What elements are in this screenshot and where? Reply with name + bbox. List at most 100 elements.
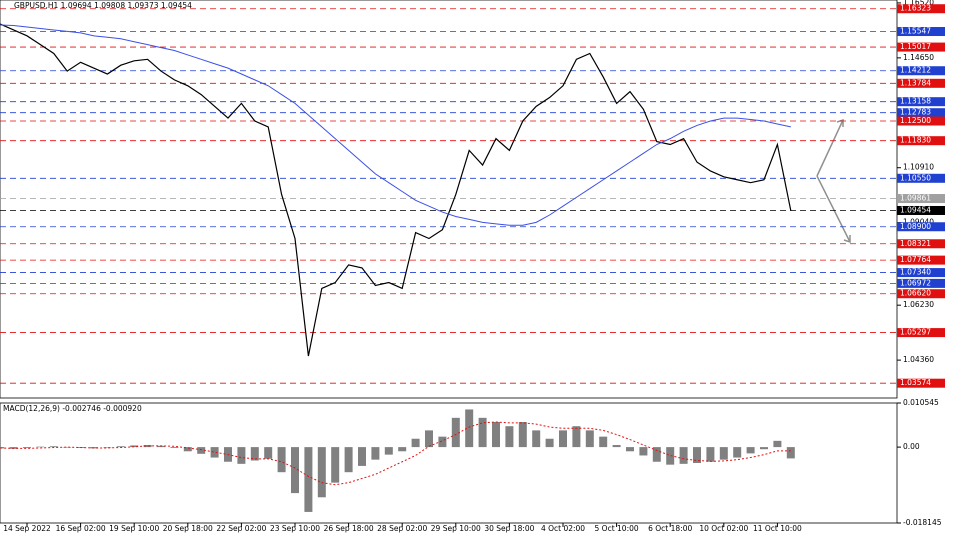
macd-bar [264, 447, 273, 459]
macd-bar [719, 447, 728, 460]
x-tick-label: 30 Sep 18:00 [484, 524, 534, 533]
macd-bar [559, 430, 567, 448]
level-label-box [897, 108, 945, 118]
macd-bar [250, 447, 259, 461]
price-line [0, 23, 792, 357]
macd-bar [143, 445, 152, 448]
macd-bar [599, 436, 608, 448]
x-tick-label: 14 Sep 2022 [3, 524, 51, 533]
level-label-box [897, 289, 945, 299]
macd-bar [612, 445, 621, 448]
x-tick-label: 20 Sep 18:00 [163, 524, 213, 533]
macd-bar [545, 438, 554, 448]
macd-bar [451, 417, 460, 448]
macd-bar [532, 430, 541, 448]
macd-bar [49, 446, 58, 448]
macd-bar [331, 447, 340, 483]
level-label: 1.07340 [900, 268, 931, 277]
macd-bar [116, 446, 125, 448]
macd-bar [572, 426, 581, 448]
macd-bar [786, 447, 795, 459]
macd-bar [237, 447, 246, 464]
macd-bar [411, 438, 420, 448]
x-tick-label: 6 Oct 18:00 [648, 524, 692, 533]
macd-bar [505, 426, 514, 448]
level-label: 1.10550 [900, 173, 931, 182]
macd-bar [746, 447, 755, 454]
moving-average [0, 24, 791, 226]
level-label-box [897, 136, 945, 146]
macd-bar [706, 447, 715, 462]
x-tick-label: 22 Sep 02:00 [216, 524, 266, 533]
level-label-box [897, 42, 945, 52]
macd-bar [344, 447, 353, 473]
level-label: 1.12500 [900, 116, 931, 125]
y-tick-label: 0.00 [903, 442, 920, 451]
level-label: 1.07764 [900, 255, 931, 264]
level-label: 1.08900 [900, 222, 931, 231]
level-label: 1.06972 [900, 278, 931, 287]
x-tick-label: 19 Sep 10:00 [109, 524, 159, 533]
macd-bar [639, 447, 648, 456]
y-tick-label: 1.10910 [903, 163, 934, 172]
y-tick-label: 1.04360 [903, 355, 934, 364]
y-tick-label: 1.16520 [903, 0, 934, 7]
level-label-box [897, 78, 945, 88]
level-label-box [897, 239, 945, 249]
macd-bar [36, 446, 45, 448]
macd-bar [130, 445, 139, 448]
level-label: 1.11830 [900, 136, 931, 145]
level-label: 1.15547 [900, 27, 931, 36]
level-label: 1.12783 [900, 108, 931, 117]
level-label: 1.09861 [900, 194, 931, 203]
level-label-box [897, 116, 945, 126]
macd-bar [23, 447, 31, 448]
macd-bar [666, 447, 675, 465]
x-tick-label: 28 Sep 02:00 [377, 524, 427, 533]
level-label-box [897, 194, 945, 204]
level-label: 1.03574 [900, 378, 931, 387]
macd-bar [291, 447, 299, 494]
macd-bar [465, 409, 474, 448]
macd-bar [425, 430, 433, 448]
macd-bar [518, 422, 527, 448]
macd-bar [304, 447, 313, 512]
macd-bar [438, 436, 447, 448]
level-label-box [897, 328, 945, 338]
macd-bar [317, 447, 326, 498]
macd-bar [197, 447, 206, 454]
macd-bar [626, 447, 634, 452]
x-tick-label: 4 Oct 02:00 [541, 524, 585, 533]
x-tick-label: 10 Oct 02:00 [699, 524, 748, 533]
level-label: 1.15017 [900, 42, 931, 51]
y-tick-label: 1.09040 [903, 218, 934, 227]
macd-bar [652, 447, 661, 462]
macd-bar [492, 422, 500, 448]
level-label-box [897, 268, 945, 278]
level-label: 1.14212 [900, 66, 931, 75]
level-label-box [897, 378, 945, 388]
x-tick-label: 29 Sep 10:00 [431, 524, 481, 533]
level-label-box [897, 66, 945, 76]
macd-bar [773, 440, 782, 448]
main-frame [0, 0, 898, 399]
level-label: 1.06620 [900, 289, 931, 298]
macd-bar [760, 447, 768, 450]
level-label: 1.16323 [900, 4, 931, 13]
macd-bar [63, 447, 72, 448]
level-label-box [897, 27, 945, 37]
x-tick-label: 16 Sep 02:00 [56, 524, 106, 533]
level-label-box [897, 173, 945, 183]
macd-bar [478, 417, 487, 448]
level-label-box [897, 278, 945, 288]
macd-bar [170, 447, 179, 448]
level-label-box [897, 4, 945, 14]
macd-bar [103, 447, 112, 448]
x-tick-label: 11 Oct 10:00 [753, 524, 802, 533]
level-label-box [897, 205, 945, 215]
macd-bar [679, 447, 688, 464]
level-label: 1.05297 [900, 328, 931, 337]
macd-bar [585, 430, 594, 448]
